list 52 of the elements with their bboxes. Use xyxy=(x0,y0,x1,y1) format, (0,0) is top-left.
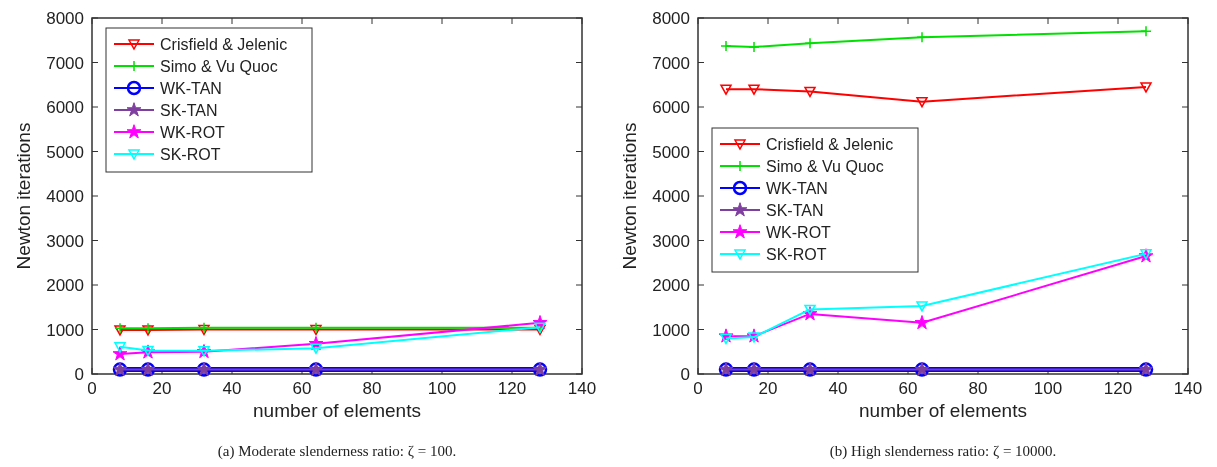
y-tick-label: 2000 xyxy=(46,276,84,295)
x-tick-label: 80 xyxy=(362,379,382,398)
x-tick-label: 140 xyxy=(567,379,597,398)
y-tick-label: 6000 xyxy=(652,98,690,117)
y-tick-label: 8000 xyxy=(46,9,84,28)
x-tick-label: 100 xyxy=(1033,379,1063,398)
y-tick-label: 1000 xyxy=(46,320,84,340)
x-tick-label: 0 xyxy=(693,379,703,398)
x-axis-title: number of elements xyxy=(859,400,1027,421)
legend-label: Simo & Vu Quoc xyxy=(766,158,884,175)
y-tick-label: 4000 xyxy=(652,187,690,206)
y-tick-label: 5000 xyxy=(46,142,84,162)
x-tick-label: 20 xyxy=(152,379,172,398)
y-tick-label: 7000 xyxy=(652,53,690,73)
y-axis-title: Newton iterations xyxy=(619,122,640,270)
x-tick-label: 60 xyxy=(898,379,918,398)
x-tick-label: 0 xyxy=(87,379,97,398)
y-tick-label: 6000 xyxy=(46,98,84,117)
legend-label: WK-TAN xyxy=(766,180,828,197)
legend-label: SK-ROT xyxy=(766,246,827,263)
legend-label: SK-ROT xyxy=(160,146,221,163)
x-tick-label: 40 xyxy=(828,379,848,398)
y-tick-label: 1000 xyxy=(652,320,690,340)
x-tick-label: 60 xyxy=(292,379,312,398)
y-axis-title: Newton iterations xyxy=(13,122,34,270)
legend-label: SK-TAN xyxy=(160,102,218,119)
y-tick-label: 0 xyxy=(680,365,690,384)
x-tick-label: 120 xyxy=(497,379,527,398)
y-tick-label: 5000 xyxy=(652,142,690,162)
text: (a) Moderate slenderness ratio: ζ = 100. xyxy=(217,443,457,460)
legend-label: Crisfield & Jelenic xyxy=(160,36,288,53)
legend-label: SK-TAN xyxy=(766,202,824,219)
x-tick-label: 40 xyxy=(222,379,242,398)
x-tick-label: 20 xyxy=(758,379,778,398)
legend-label: WK-TAN xyxy=(160,80,222,97)
x-tick-label: 100 xyxy=(427,379,457,398)
legend-label: Simo & Vu Quoc xyxy=(160,58,278,75)
y-tick-label: 4000 xyxy=(46,187,84,206)
y-tick-label: 8000 xyxy=(652,9,690,28)
legend-label: Crisfield & Jelenic xyxy=(766,136,894,153)
y-tick-label: 7000 xyxy=(46,53,84,73)
y-tick-label: 0 xyxy=(74,365,84,384)
x-axis-title: number of elements xyxy=(253,400,421,421)
x-tick-label: 80 xyxy=(968,379,988,398)
x-tick-label: 120 xyxy=(1103,379,1133,398)
y-tick-label: 2000 xyxy=(652,276,690,295)
x-tick-label: 140 xyxy=(1173,379,1203,398)
legend-label: WK-ROT xyxy=(160,124,226,141)
text: (b) High slenderness ratio: ζ = 10000. xyxy=(829,443,1057,460)
y-tick-label: 3000 xyxy=(46,231,84,251)
y-tick-label: 3000 xyxy=(652,231,690,251)
legend-label: WK-ROT xyxy=(766,224,832,241)
